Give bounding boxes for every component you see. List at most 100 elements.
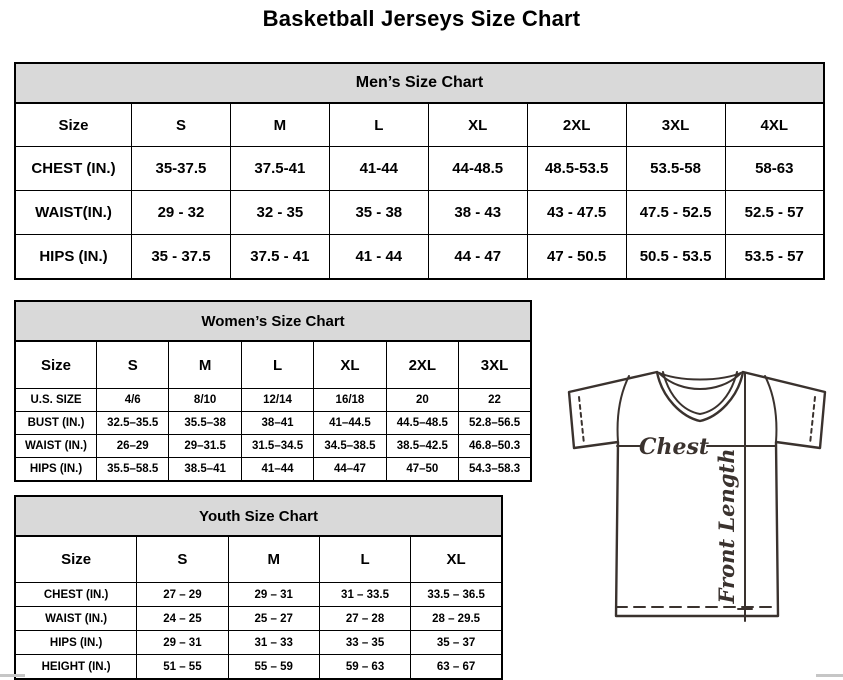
- size-cell: 35-37.5: [130, 146, 231, 191]
- row-label: WAIST (IN.): [14, 606, 138, 631]
- size-cell: 29 – 31: [227, 582, 320, 607]
- left-cuff-dashed-line: [578, 396, 585, 445]
- size-cell: 38.5–42.5: [385, 434, 460, 458]
- collar-back-line: [659, 373, 741, 390]
- table-title: Youth Size Chart: [14, 495, 503, 537]
- column-header: M: [229, 102, 330, 147]
- left-armhole-seam: [616, 375, 630, 443]
- row-label: WAIST(IN.): [14, 190, 132, 235]
- size-cell: 26–29: [96, 434, 170, 458]
- table-row: HEIGHT (IN.) 51 – 55 55 – 59 59 – 63 63 – 67: [14, 654, 503, 680]
- jersey-measurement-diagram: Chest Front Length: [567, 370, 827, 622]
- size-cell: 33.5 – 36.5: [410, 582, 503, 607]
- size-cell: 63 – 67: [410, 654, 503, 680]
- size-cell: 29–31.5: [168, 434, 242, 458]
- column-header: 3XL: [458, 340, 532, 389]
- table-row: WAIST (IN.) 26–29 29–31.5 31.5–34.5 34.5–38.…: [14, 434, 532, 458]
- size-cell: 24 – 25: [136, 606, 229, 631]
- size-cell: 20: [385, 388, 460, 412]
- size-cell: 51 – 55: [136, 654, 229, 680]
- size-cell: 43 - 47.5: [526, 190, 627, 235]
- row-label: HIPS (IN.): [14, 630, 138, 655]
- size-cell: 8/10: [168, 388, 242, 412]
- right-armhole-seam: [764, 375, 778, 443]
- size-cell: 29 - 32: [130, 190, 231, 235]
- size-cell: 12/14: [240, 388, 315, 412]
- size-cell: 41 - 44: [328, 234, 429, 280]
- size-cell: 28 – 29.5: [410, 606, 503, 631]
- size-cell: 37.5 - 41: [229, 234, 330, 280]
- table-row: HIPS (IN.) 29 – 31 31 – 33 33 – 35 35 – 37: [14, 630, 503, 655]
- column-header: 3XL: [625, 102, 726, 147]
- size-corner-header: Size: [14, 340, 98, 389]
- column-header: L: [240, 340, 315, 389]
- size-corner-header: Size: [14, 535, 138, 583]
- size-cell: 41–44: [240, 457, 315, 482]
- column-header: XL: [313, 340, 387, 389]
- row-label: HEIGHT (IN.): [14, 654, 138, 680]
- size-cell: 37.5-41: [229, 146, 330, 191]
- row-label: U.S. SIZE: [14, 388, 98, 412]
- size-cell: 25 – 27: [227, 606, 320, 631]
- size-cell: 48.5-53.5: [526, 146, 627, 191]
- table-title: Women’s Size Chart: [14, 300, 532, 342]
- size-cell: 27 – 29: [136, 582, 229, 607]
- size-cell: 44–47: [313, 457, 387, 482]
- table-row: HIPS (IN.) 35.5–58.5 38.5–41 41–44 44–47 47–5…: [14, 457, 532, 482]
- size-cell: 38 - 43: [427, 190, 528, 235]
- size-cell: 44-48.5: [427, 146, 528, 191]
- size-cell: 16/18: [313, 388, 387, 412]
- front-length-measure-line: [737, 372, 753, 622]
- scrollbar-fragment-right: [816, 674, 843, 677]
- page-title: Basketball Jerseys Size Chart: [262, 6, 581, 31]
- size-cell: 22: [458, 388, 532, 412]
- row-label: BUST (IN.): [14, 411, 98, 435]
- youth-size-table: Youth Size Chart Size S M L XL CHEST (IN.) 27 –…: [14, 495, 503, 680]
- table-row: CHEST (IN.) 35-37.5 37.5-41 41-44 44-48.5 48.…: [14, 146, 825, 191]
- column-header: S: [136, 535, 229, 583]
- size-cell: 53.5 - 57: [724, 234, 825, 280]
- column-header: M: [168, 340, 242, 389]
- size-cell: 58-63: [724, 146, 825, 191]
- size-cell: 27 – 28: [318, 606, 412, 631]
- size-cell: 35.5–38: [168, 411, 242, 435]
- scrollbar-fragment-left: [0, 674, 25, 677]
- size-cell: 31 – 33.5: [318, 582, 412, 607]
- size-cell: 55 – 59: [227, 654, 320, 680]
- size-cell: 47.5 - 52.5: [625, 190, 726, 235]
- row-label: CHEST (IN.): [14, 582, 138, 607]
- jersey-outline-shape: [567, 370, 827, 618]
- right-cuff-dashed-line: [809, 396, 816, 445]
- size-cell: 38–41: [240, 411, 315, 435]
- collar-rim-line: [656, 371, 744, 381]
- table-row: CHEST (IN.) 27 – 29 29 – 31 31 – 33.5 33.5 –…: [14, 582, 503, 607]
- size-cell: 35 - 38: [328, 190, 429, 235]
- column-header: L: [318, 535, 412, 583]
- size-cell: 35 – 37: [410, 630, 503, 655]
- size-cell: 31.5–34.5: [240, 434, 315, 458]
- table-title: Men’s Size Chart: [14, 62, 825, 104]
- size-cell: 44 - 47: [427, 234, 528, 280]
- size-cell: 38.5–41: [168, 457, 242, 482]
- column-header: S: [130, 102, 231, 147]
- size-cell: 52.8–56.5: [458, 411, 532, 435]
- table-row: HIPS (IN.) 35 - 37.5 37.5 - 41 41 - 44 44 - …: [14, 234, 825, 280]
- column-header: XL: [427, 102, 528, 147]
- table-row: U.S. SIZE 4/6 8/10 12/14 16/18 20 22: [14, 388, 532, 412]
- size-cell: 47–50: [385, 457, 460, 482]
- size-cell: 47 - 50.5: [526, 234, 627, 280]
- size-cell: 41-44: [328, 146, 429, 191]
- size-cell: 34.5–38.5: [313, 434, 387, 458]
- column-header: XL: [410, 535, 503, 583]
- size-cell: 32 - 35: [229, 190, 330, 235]
- size-cell: 59 – 63: [318, 654, 412, 680]
- table-row: BUST (IN.) 32.5–35.5 35.5–38 38–41 41–44.5 44…: [14, 411, 532, 435]
- column-header: M: [227, 535, 320, 583]
- size-cell: 33 – 35: [318, 630, 412, 655]
- size-cell: 50.5 - 53.5: [625, 234, 726, 280]
- size-cell: 53.5-58: [625, 146, 726, 191]
- row-label: WAIST (IN.): [14, 434, 98, 458]
- size-cell: 54.3–58.3: [458, 457, 532, 482]
- row-label: HIPS (IN.): [14, 457, 98, 482]
- size-cell: 46.8–50.3: [458, 434, 532, 458]
